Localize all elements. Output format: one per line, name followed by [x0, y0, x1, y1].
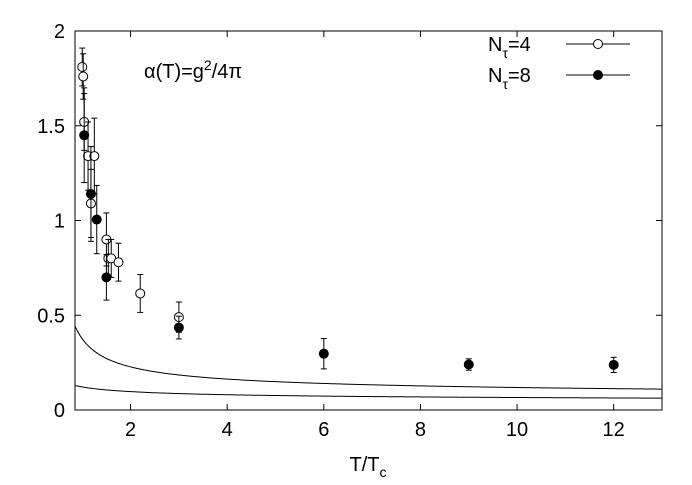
- x-axis-ticks: 2 4 6 8 10 12: [125, 31, 625, 441]
- legend-label-series-2-post: =8: [508, 65, 531, 87]
- fit-curve-2: [74, 384, 663, 399]
- data-point-series-1: [89, 151, 100, 162]
- x-tick-label: 2: [125, 419, 136, 441]
- legend-marker-series-1: [593, 39, 603, 49]
- data-point-series-2: [101, 272, 112, 283]
- x-tick-label: 6: [318, 419, 329, 441]
- data-point-series-1: [135, 288, 146, 299]
- x-tick-label: 10: [506, 419, 528, 441]
- y-tick-label: 1: [54, 211, 65, 233]
- legend-label-series-1-sub: τ: [502, 45, 508, 61]
- x-tick-label: 12: [603, 419, 625, 441]
- legend-label-series-1-main: N: [488, 34, 502, 56]
- data-point-series-2: [173, 322, 184, 333]
- x-axis-title-main: T/T: [350, 454, 380, 476]
- x-tick-label: 4: [222, 419, 233, 441]
- x-axis-title-sub: c: [380, 464, 387, 480]
- y-tick-label: 0.5: [37, 305, 65, 327]
- fit-curves: [74, 325, 663, 399]
- annotation: α(T)=g2/4π: [144, 57, 242, 83]
- data-point-series-2: [463, 359, 474, 370]
- legend-label-series-2-main: N: [488, 65, 502, 87]
- data-point-series-1: [77, 62, 88, 73]
- legend-label-series-1-post: =4: [508, 34, 531, 56]
- data-points: [77, 47, 619, 373]
- y-tick-label: 2: [54, 21, 65, 43]
- data-point-series-2: [91, 214, 102, 225]
- data-point-series-2: [608, 359, 619, 370]
- annotation-sup: 2: [204, 57, 212, 73]
- plot-frame: [74, 30, 663, 411]
- fit-curve-1: [74, 325, 663, 390]
- data-point-series-2: [85, 188, 96, 199]
- legend-marker-series-2: [593, 70, 603, 80]
- data-point-series-2: [318, 348, 329, 359]
- legend-label-series-2-sub: τ: [502, 76, 508, 92]
- legend-label-series-2: Nτ=8: [488, 65, 531, 92]
- x-axis-title: T/Tc: [350, 454, 387, 480]
- annotation-pre: α(T)=g: [144, 61, 204, 83]
- x-tick-label: 8: [415, 419, 426, 441]
- y-tick-label: 0: [54, 400, 65, 422]
- data-point-series-1: [78, 71, 89, 82]
- legend: Nτ=4 Nτ=8: [488, 34, 630, 92]
- annotation-post: /4π: [212, 61, 242, 83]
- y-axis-ticks: 0 0.5 1 1.5 2: [37, 21, 662, 422]
- legend-label-series-1: Nτ=4: [488, 34, 531, 61]
- y-tick-label: 1.5: [37, 116, 65, 138]
- data-point-series-1: [113, 257, 124, 268]
- data-point-series-2: [79, 130, 90, 141]
